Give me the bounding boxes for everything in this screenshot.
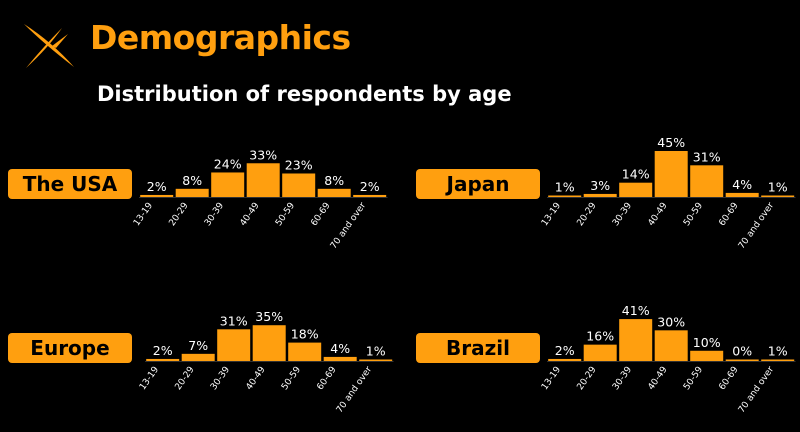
brazil-data-label: 10%: [693, 335, 721, 350]
the-usa-bar-30-39: [211, 172, 245, 197]
brazil-data-label: 0%: [732, 344, 752, 359]
japan-bar-13-19: [548, 195, 582, 197]
the-usa-bar-60-69: [317, 188, 351, 197]
japan-bar-40-49: [654, 151, 688, 197]
brazil-bar-13-19: [548, 358, 582, 361]
japan-data-label: 3%: [590, 178, 610, 193]
japan-data-label: 45%: [657, 135, 685, 150]
the-usa-tick-label: 13-19: [132, 201, 155, 228]
the-usa-tick-label: 70 and over: [329, 201, 368, 251]
the-usa-bar-20-29: [175, 188, 209, 197]
brazil-tick-label: 60-69: [717, 365, 740, 392]
japan-bar-60-69: [725, 192, 759, 197]
japan-tick-label: 50-59: [682, 201, 705, 228]
the-usa-tick-label: 30-39: [203, 201, 226, 228]
brazil-bar-20-29: [583, 344, 617, 361]
the-usa-bar-70-and-over: [353, 194, 387, 197]
brazil-tick-label: 40-49: [646, 365, 669, 392]
japan-bar-30-39: [619, 182, 653, 197]
japan-data-label: 1%: [555, 180, 575, 195]
europe-data-label: 18%: [291, 327, 319, 342]
brazil-tick-label: 30-39: [611, 365, 634, 392]
europe-tick-label: 70 and over: [335, 365, 374, 415]
europe-data-label: 4%: [330, 341, 350, 356]
sparkle-icon: [24, 24, 74, 68]
brazil-bar-70-and-over: [761, 359, 795, 361]
brazil-data-label: 41%: [622, 303, 650, 318]
japan-bar-70-and-over: [761, 195, 795, 197]
the-usa-data-label: 8%: [324, 173, 344, 188]
europe-tick-label: 60-69: [315, 365, 338, 392]
bar-chart-usa: 2% 13-19 8% 20-29 24% 30-39 33% 40-49 23% 50-59 8%…: [132, 147, 388, 251]
brazil-bar-60-69: [725, 359, 759, 361]
japan-tick-label: 13-19: [540, 201, 563, 228]
panel-europe: Europe 2% 13-19 7% 20-29 31% 30-39 35% 40-49 18%…: [0, 309, 394, 415]
the-usa-bar-40-49: [246, 163, 280, 197]
europe-data-label: 1%: [366, 344, 386, 359]
region-badge-usa: The USA: [8, 169, 132, 199]
brazil-bar-50-59: [690, 350, 724, 361]
europe-tick-label: 30-39: [209, 365, 232, 392]
bar-chart-brazil: 2% 13-19 16% 20-29 41% 30-39 30% 40-49 10% 50-59 0…: [540, 303, 796, 415]
the-usa-data-label: 8%: [182, 173, 202, 188]
europe-data-label: 2%: [153, 343, 173, 358]
europe-bar-20-29: [181, 353, 215, 361]
europe-tick-label: 40-49: [244, 365, 267, 392]
the-usa-tick-label: 40-49: [238, 201, 261, 228]
brazil-data-label: 16%: [586, 329, 614, 344]
panel-usa: The USA 2% 13-19 8% 20-29 24% 30-39 33% 40-49 23…: [0, 146, 392, 251]
the-usa-data-label: 2%: [360, 179, 380, 194]
europe-data-label: 7%: [188, 338, 208, 353]
europe-bar-70-and-over: [359, 359, 393, 361]
panel-brazil: Brazil 2% 13-19 16% 20-29 41% 30-39 30% 40-49 10…: [408, 303, 800, 415]
the-usa-data-label: 2%: [147, 179, 167, 194]
europe-tick-label: 50-59: [280, 365, 303, 392]
japan-data-label: 14%: [622, 167, 650, 182]
the-usa-bar-50-59: [282, 173, 316, 197]
the-usa-data-label: 33%: [249, 147, 277, 162]
brazil-data-label: 30%: [657, 314, 685, 329]
the-usa-tick-label: 60-69: [309, 201, 332, 228]
the-usa-bar-13-19: [140, 194, 174, 197]
the-usa-data-label: 24%: [214, 156, 242, 171]
europe-data-label: 31%: [220, 313, 248, 328]
europe-bar-30-39: [217, 329, 251, 361]
brazil-data-label: 1%: [768, 344, 788, 359]
japan-bar-50-59: [690, 165, 724, 197]
brazil-tick-label: 70 and over: [737, 365, 776, 415]
brazil-bar-30-39: [619, 319, 653, 361]
brazil-data-label: 2%: [555, 343, 575, 358]
brazil-tick-label: 13-19: [540, 365, 563, 392]
region-badge-europe: Europe: [8, 333, 132, 363]
japan-tick-label: 70 and over: [737, 201, 776, 251]
europe-tick-label: 20-29: [173, 365, 196, 392]
region-badge-japan: Japan: [416, 169, 540, 199]
europe-bar-60-69: [323, 356, 357, 361]
panel-japan: Japan 1% 13-19 3% 20-29 14% 30-39 45% 40-49 31% 5…: [408, 135, 800, 251]
japan-data-label: 31%: [693, 149, 721, 164]
page-title: Demographics: [90, 18, 351, 57]
bar-chart-europe: 2% 13-19 7% 20-29 31% 30-39 35% 40-49 18% 50-59 4%…: [138, 309, 394, 415]
japan-data-label: 4%: [732, 177, 752, 192]
the-usa-data-label: 23%: [285, 157, 313, 172]
europe-bar-13-19: [146, 358, 180, 361]
japan-tick-label: 40-49: [646, 201, 669, 228]
europe-bar-50-59: [288, 342, 322, 361]
europe-data-label: 35%: [255, 309, 283, 324]
the-usa-tick-label: 20-29: [167, 201, 190, 228]
japan-tick-label: 60-69: [717, 201, 740, 228]
brazil-bar-40-49: [654, 330, 688, 361]
japan-tick-label: 30-39: [611, 201, 634, 228]
brazil-tick-label: 50-59: [682, 365, 705, 392]
region-badge-brazil: Brazil: [416, 333, 540, 363]
europe-bar-40-49: [252, 325, 286, 361]
europe-tick-label: 13-19: [138, 365, 161, 392]
japan-tick-label: 20-29: [575, 201, 598, 228]
chart-subtitle: Distribution of respondents by age: [97, 82, 512, 106]
the-usa-tick-label: 50-59: [274, 201, 297, 228]
japan-data-label: 1%: [768, 180, 788, 195]
brazil-tick-label: 20-29: [575, 365, 598, 392]
bar-chart-japan: 1% 13-19 3% 20-29 14% 30-39 45% 40-49 31% 50-59 4%…: [540, 135, 796, 251]
japan-bar-20-29: [583, 193, 617, 197]
